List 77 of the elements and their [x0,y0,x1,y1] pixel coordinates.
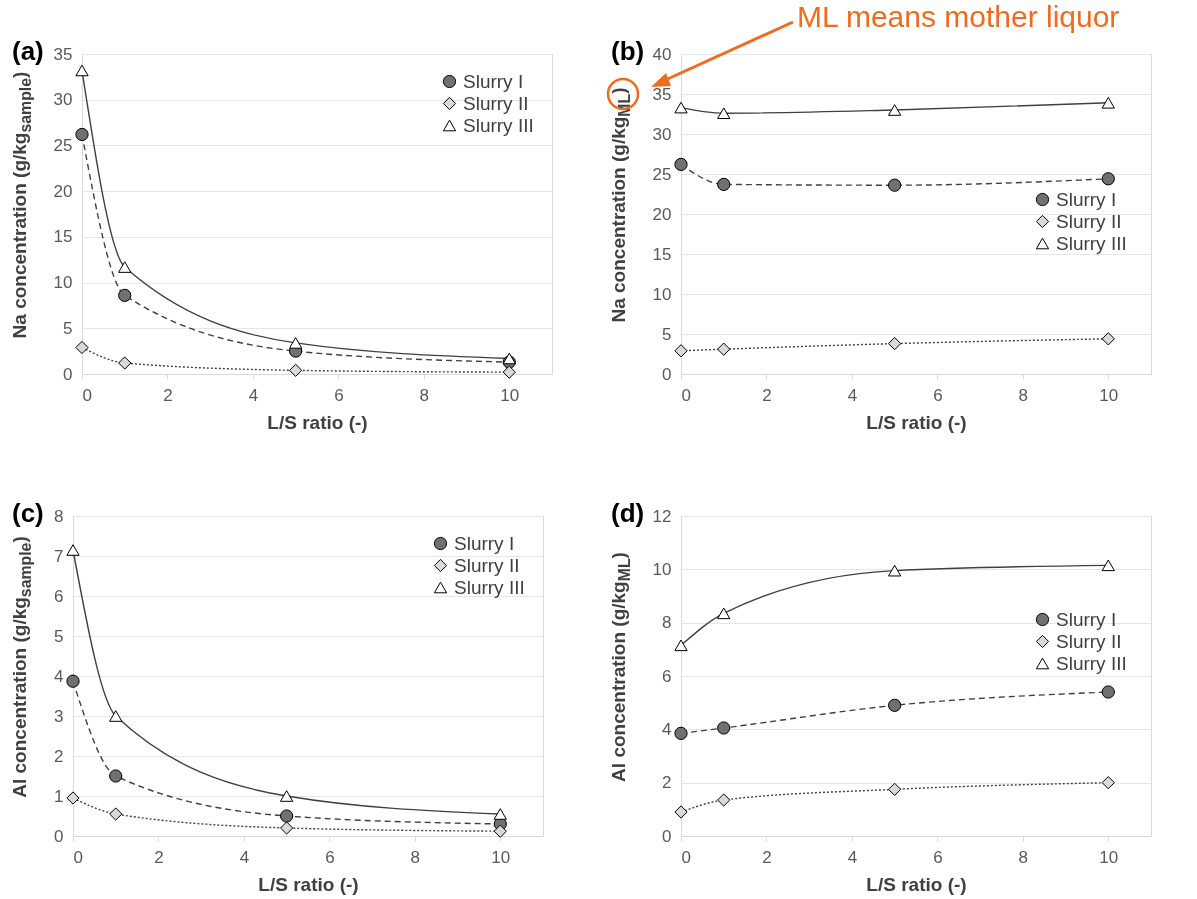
legend-label: Slurry I [1056,188,1117,210]
x-tick-label: 4 [847,847,858,867]
y-tick-label: 0 [662,826,672,846]
legend-label: Slurry III [463,114,534,136]
x-tick-label: 10 [1099,385,1119,405]
y-tick-label: 20 [652,204,672,224]
x-axis-title: L/S ratio (-) [866,873,967,895]
y-tick-label: 6 [54,586,64,606]
y-tick-label: 2 [662,773,672,793]
y-tick-label: 25 [652,164,672,184]
legend-label: Slurry III [1056,232,1127,254]
chart-title: (c) [12,498,44,529]
chart-title: (d) [611,498,645,529]
x-tick-label: 6 [933,385,943,405]
legend-label: Slurry I [1056,608,1117,630]
x-tick-label: 8 [1018,847,1029,867]
y-tick-label: 10 [53,273,73,293]
y-tick-label: 35 [652,84,672,104]
x-axis-title: L/S ratio (-) [258,873,359,895]
y-tick-label: 4 [54,666,64,686]
x-tick-label: 8 [410,847,421,867]
legend-label: Slurry I [454,532,515,554]
x-tick-label: 10 [1099,847,1119,867]
y-tick-label: 3 [54,706,64,726]
y-tick-label: 15 [652,244,672,264]
legend-label: Slurry III [1056,652,1127,674]
x-tick-label: 10 [491,847,511,867]
y-tick-label: 30 [652,124,672,144]
y-tick-label: 12 [652,506,672,526]
y-tick-label: 8 [662,613,672,633]
x-tick-label: 0 [681,385,691,405]
chart-title: (a) [12,36,44,67]
y-tick-label: 1 [54,786,64,806]
legend-label: Slurry II [463,92,529,114]
y-tick-label: 10 [652,284,672,304]
x-tick-label: 2 [762,847,772,867]
x-axis-title: L/S ratio (-) [267,411,368,433]
y-tick-label: 7 [54,546,64,566]
y-tick-label: 40 [652,44,672,64]
legend-label: Slurry III [454,576,525,598]
x-tick-label: 8 [419,385,430,405]
x-axis-title: L/S ratio (-) [866,411,967,433]
y-tick-label: 10 [652,559,672,579]
y-tick-label: 25 [53,135,73,155]
y-tick-label: 15 [53,227,73,247]
y-tick-label: 5 [54,626,64,646]
y-tick-label: 0 [63,364,73,384]
y-tick-label: 30 [53,90,73,110]
legend-label: Slurry II [1056,630,1122,652]
x-tick-label: 6 [325,847,335,867]
y-tick-label: 35 [53,44,73,64]
x-tick-label: 0 [82,385,92,405]
x-tick-label: 8 [1018,385,1029,405]
x-tick-label: 2 [163,385,173,405]
text: ML means mother liquor [797,0,1120,34]
x-tick-label: 4 [847,385,858,405]
y-tick-label: 0 [662,364,672,384]
x-tick-label: 2 [762,385,772,405]
y-tick-label: 5 [662,324,672,344]
chart-title: (b) [611,36,645,67]
legend-label: Slurry I [463,70,524,92]
y-tick-label: 2 [54,746,64,766]
legend-label: Slurry II [454,554,520,576]
x-tick-label: 6 [334,385,344,405]
x-tick-label: 4 [248,385,259,405]
x-tick-label: 2 [154,847,164,867]
y-tick-label: 20 [53,181,73,201]
x-tick-label: 4 [239,847,250,867]
y-tick-label: 5 [63,318,73,338]
y-tick-label: 6 [662,666,672,686]
x-tick-label: 10 [500,385,520,405]
x-tick-label: 6 [933,847,943,867]
y-tick-label: 8 [54,506,64,526]
y-tick-label: 4 [662,719,672,739]
x-tick-label: 0 [681,847,691,867]
y-tick-label: 0 [54,826,64,846]
legend-label: Slurry II [1056,210,1122,232]
